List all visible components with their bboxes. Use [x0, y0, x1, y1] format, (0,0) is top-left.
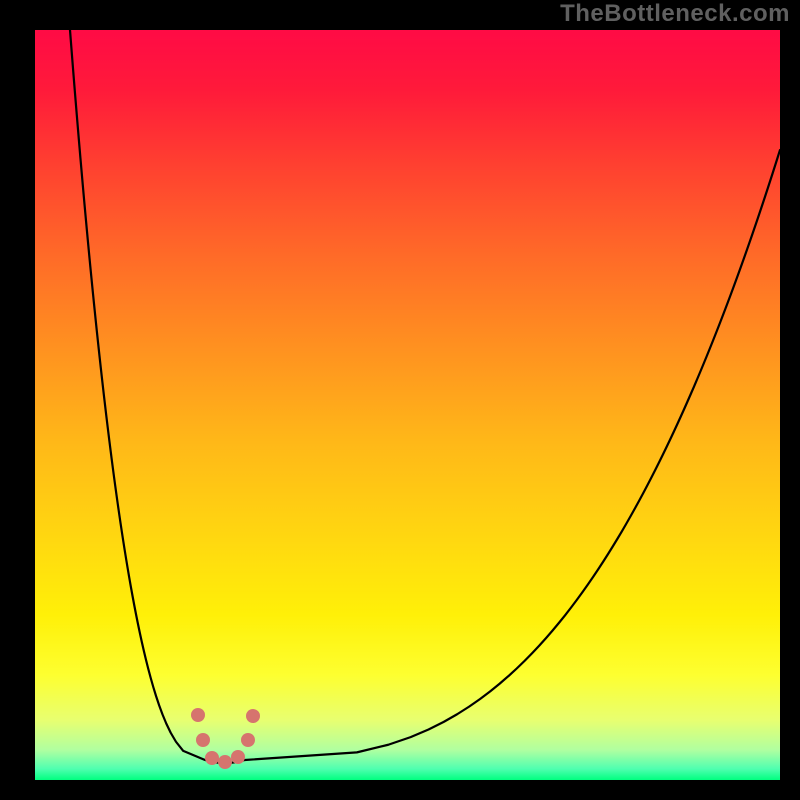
watermark-text: TheBottleneck.com [560, 0, 790, 28]
chart-canvas [0, 0, 800, 800]
marker-dot [191, 708, 205, 722]
marker-dot [231, 750, 245, 764]
marker-dot [246, 709, 260, 723]
marker-dot [241, 733, 255, 747]
gradient-background [35, 30, 780, 780]
marker-dot [196, 733, 210, 747]
marker-dot [218, 755, 232, 769]
marker-dot [205, 751, 219, 765]
